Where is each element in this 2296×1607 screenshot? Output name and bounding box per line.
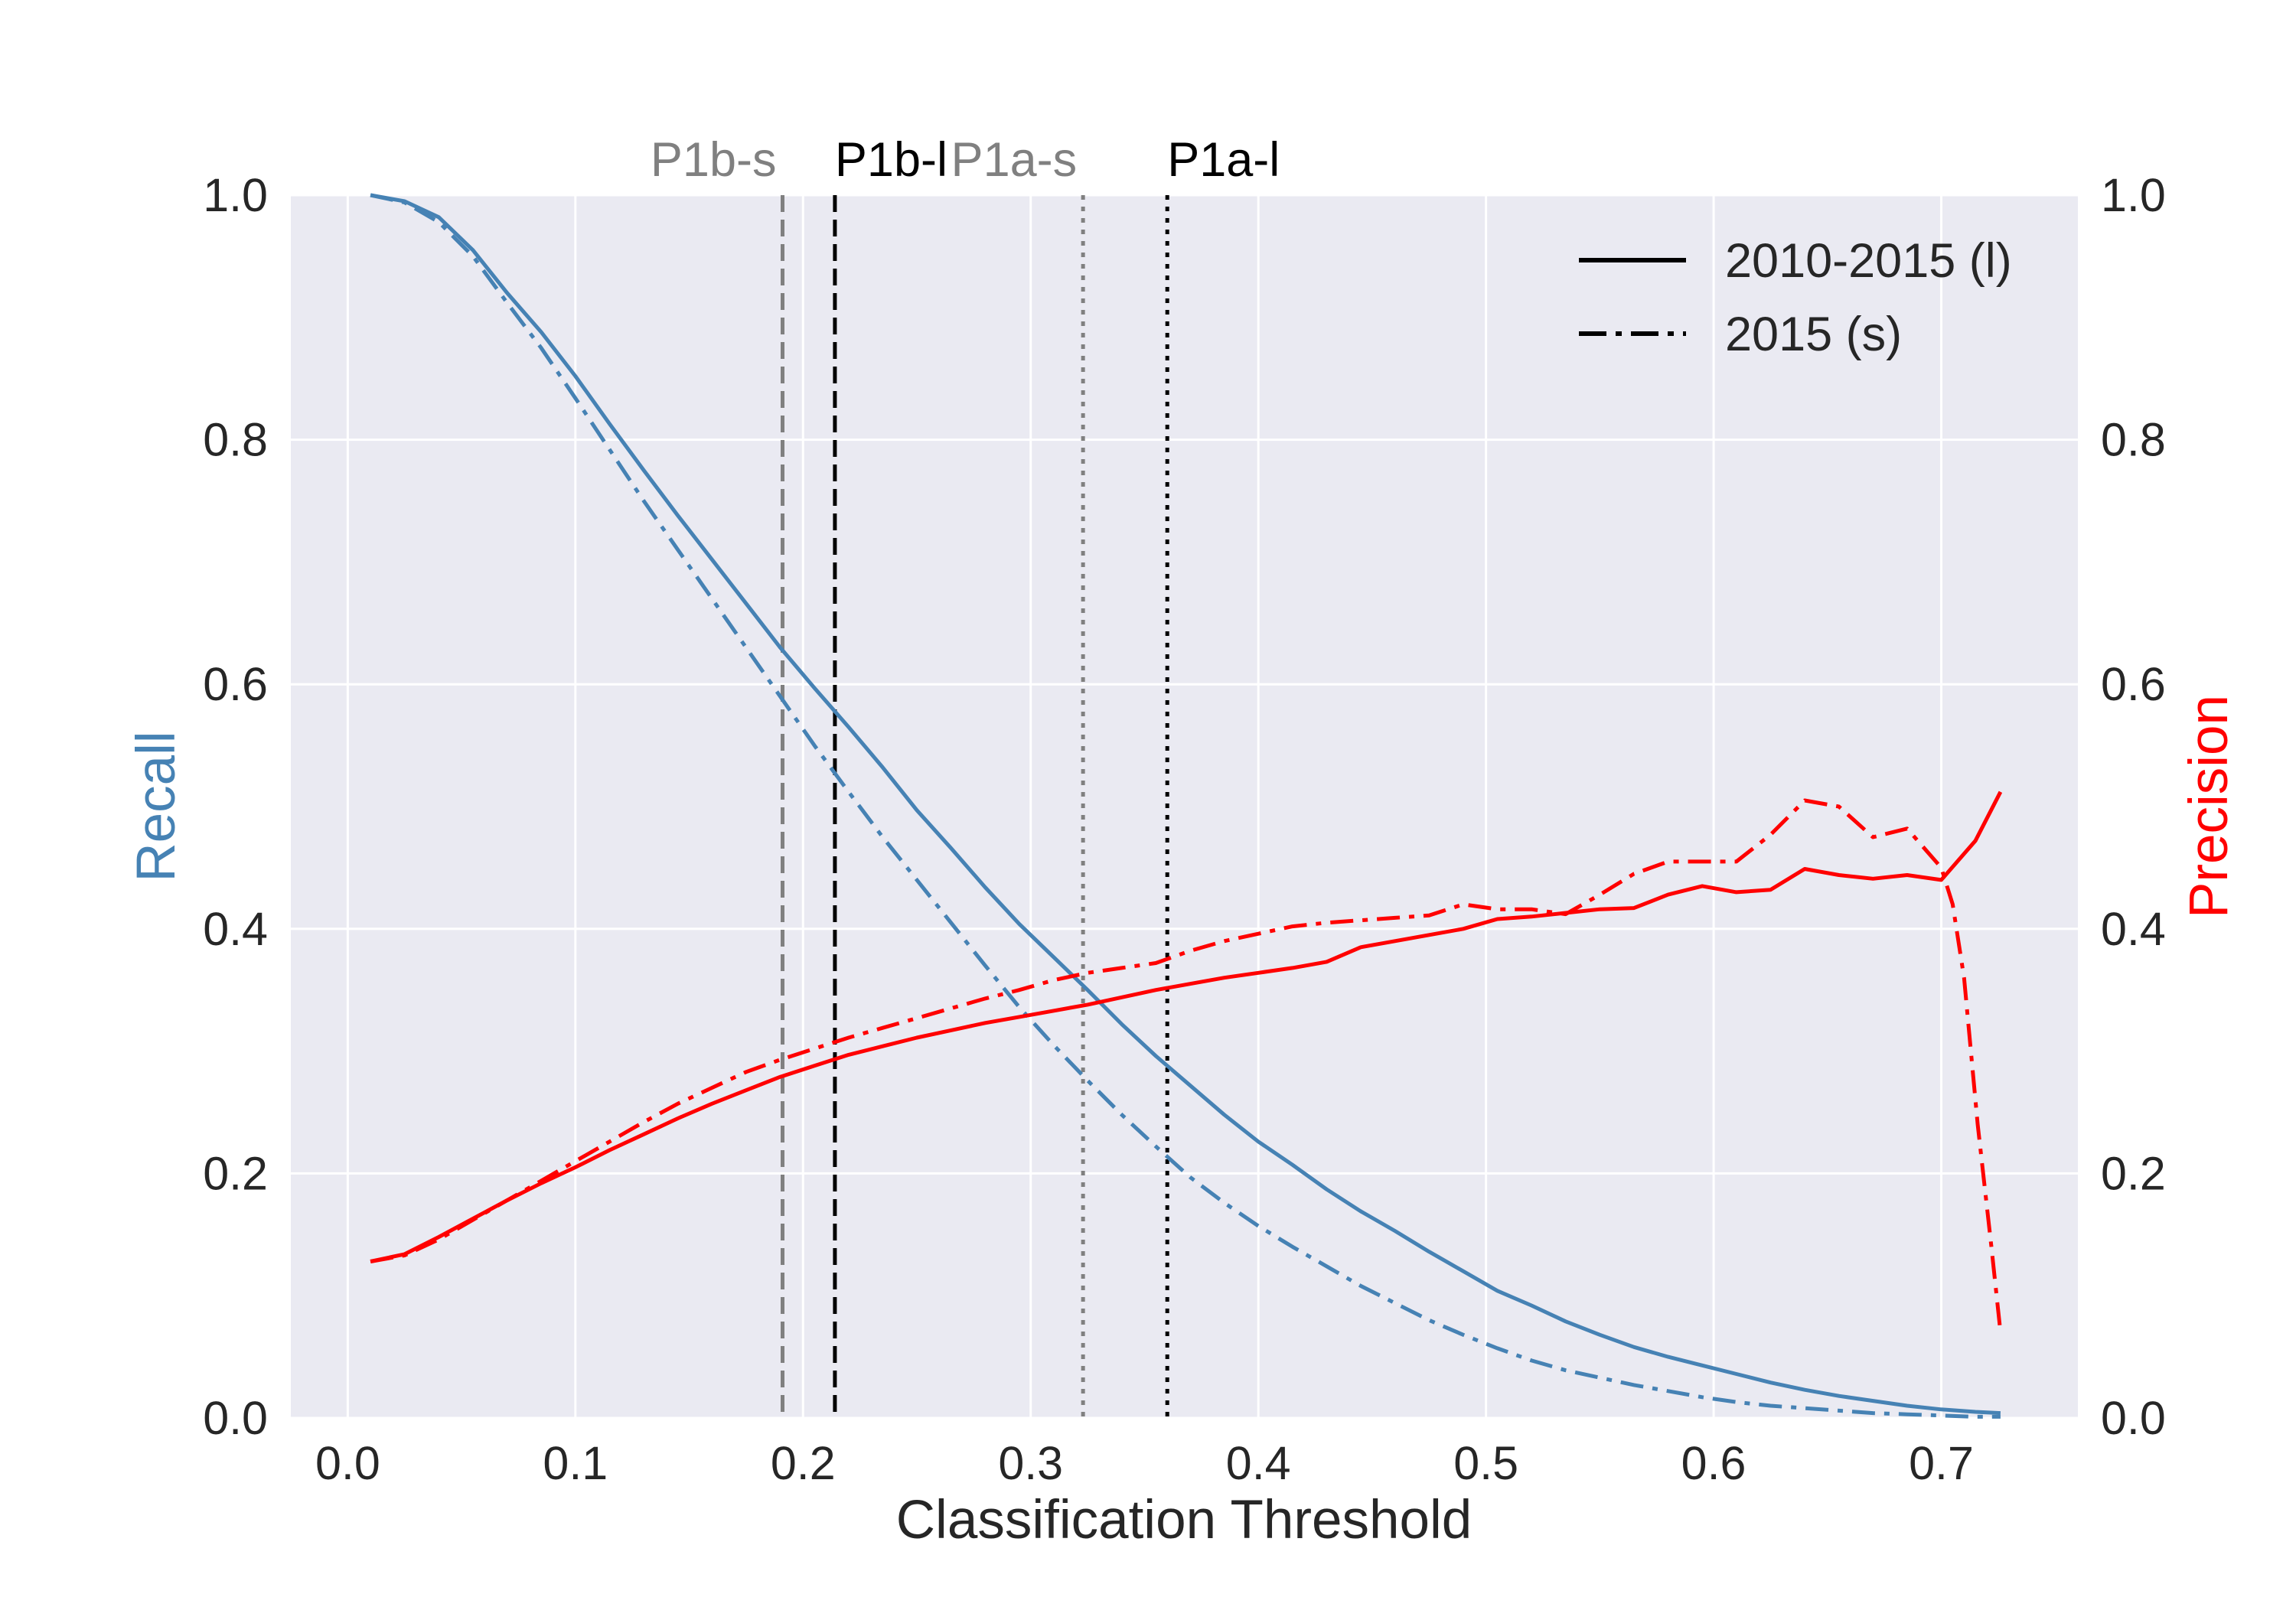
left-y-tick-label: 0.0 — [203, 1392, 268, 1444]
recall-2015-line — [370, 193, 2001, 1419]
right-y-axis-title: Precision — [2179, 695, 2239, 918]
legend-label-2010-2015: 2010-2015 (l) — [1725, 234, 2012, 288]
right-y-tick-label: 1.0 — [2101, 169, 2166, 221]
right-y-tick-label: 0.6 — [2101, 658, 2166, 710]
recall-2010-2015-line — [370, 193, 2001, 1416]
left-y-tick-label: 1.0 — [203, 169, 268, 221]
right-y-tick-label: 0.2 — [2101, 1147, 2166, 1199]
left-y-tick-label: 0.8 — [203, 414, 268, 466]
left-y-tick-label: 0.2 — [203, 1147, 268, 1199]
x-tick-label: 0.0 — [315, 1437, 380, 1489]
legend-label-2015: 2015 (s) — [1725, 308, 1902, 361]
x-tick-label: 0.3 — [998, 1437, 1063, 1489]
right-y-tick-label: 0.0 — [2101, 1392, 2166, 1444]
x-tick-label: 0.7 — [1909, 1437, 1974, 1489]
left-y-tick-label: 0.6 — [203, 658, 268, 710]
threshold-markers: P1b-s P1b-l P1a-s P1a-l — [651, 133, 1280, 1418]
right-y-tick-labels: 0.0 0.2 0.4 0.6 0.8 1.0 — [2101, 169, 2166, 1444]
x-tick-label: 0.5 — [1453, 1437, 1518, 1489]
left-y-tick-label: 0.4 — [203, 903, 268, 955]
threshold-line-p1a-l-label: P1a-l — [1167, 133, 1280, 187]
y-gridlines — [291, 194, 2078, 1420]
plot-background — [291, 195, 2078, 1418]
x-tick-label: 0.6 — [1681, 1437, 1746, 1489]
right-y-tick-label: 0.8 — [2101, 414, 2166, 466]
x-tick-label: 0.2 — [771, 1437, 836, 1489]
legend: 2010-2015 (l) 2015 (s) — [1579, 234, 2012, 361]
threshold-line-p1b-s-label: P1b-s — [651, 133, 777, 187]
x-tick-label: 0.4 — [1226, 1437, 1291, 1489]
left-y-tick-labels: 0.0 0.2 0.4 0.6 0.8 1.0 — [203, 169, 268, 1444]
x-axis-title: Classification Threshold — [896, 1490, 1472, 1550]
series-layer — [370, 193, 2003, 1419]
right-y-tick-label: 0.4 — [2101, 903, 2166, 955]
precision-2010-2015-line — [370, 790, 2003, 1263]
threshold-line-p1b-l-label: P1b-l — [835, 133, 947, 187]
precision-2015-line — [370, 798, 2003, 1333]
x-tick-label: 0.1 — [543, 1437, 608, 1489]
left-y-axis-title: Recall — [126, 731, 187, 882]
threshold-line-p1a-s-label: P1a-s — [951, 133, 1078, 187]
x-tick-labels: 0.0 0.1 0.2 0.3 0.4 0.5 0.6 0.7 — [315, 1437, 1974, 1489]
